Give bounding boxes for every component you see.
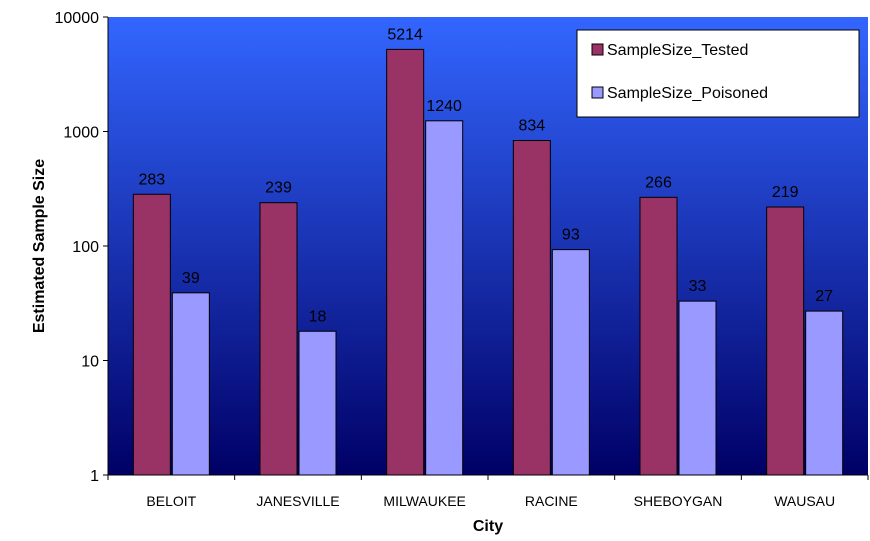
bar-poisoned [551,249,590,476]
y-axis-title: Estimated Sample Size [31,159,48,333]
bar-poisoned [298,330,337,476]
y-tick-label: 10 [81,354,99,371]
legend-swatch-poisoned [591,86,604,99]
data-label: 33 [689,278,707,295]
data-label: 1240 [426,98,462,115]
bar-tested [259,202,298,476]
data-label: 18 [309,308,327,325]
legend-swatch-tested [591,43,604,56]
data-labels-group: 283 39 239 18 5214 1240 834 93 266 33 219 27 [138,26,833,325]
bar-tested [512,140,551,476]
y-ticks-group: 1 10 100 1000 10000 [55,10,108,485]
y-tick-label: 1000 [63,125,99,142]
data-label: 5214 [387,26,423,43]
bars-group [132,48,844,476]
data-label: 219 [772,184,799,201]
bar-tested [766,206,805,476]
data-label: 266 [645,174,672,191]
x-tick-label: MILWAUKEE [383,493,465,509]
data-label: 834 [518,118,545,135]
bar-poisoned [171,292,210,476]
x-tick-label: BELOIT [146,493,196,509]
bar-poisoned [425,120,464,476]
legend-box [576,29,860,118]
legend: SampleSize_Tested SampleSize_Poisoned [576,29,860,118]
data-label: 93 [562,227,580,244]
data-label: 283 [138,171,165,188]
legend-label-tested: SampleSize_Tested [607,42,748,59]
y-tick-label: 1 [90,468,99,485]
data-label: 39 [182,270,200,287]
data-label: 239 [265,180,292,197]
bar-poisoned [805,310,844,476]
x-tick-label: SHEBOYGAN [634,493,723,509]
y-tick-label: 100 [72,239,99,256]
y-tick-label: 10000 [55,10,100,27]
x-axis-title: City [473,518,503,535]
bar-tested [132,193,171,476]
bar-poisoned [678,300,717,476]
legend-label-poisoned: SampleSize_Poisoned [607,85,768,102]
bar-tested [639,196,678,476]
bar-tested [386,48,425,476]
x-tick-label: JANESVILLE [256,493,339,509]
x-ticks-group: BELOIT JANESVILLE MILWAUKEE RACINE SHEBOYGAN… [107,475,869,509]
data-label: 27 [815,288,833,305]
x-tick-label: WAUSAU [774,493,835,509]
x-tick-label: RACINE [525,493,578,509]
